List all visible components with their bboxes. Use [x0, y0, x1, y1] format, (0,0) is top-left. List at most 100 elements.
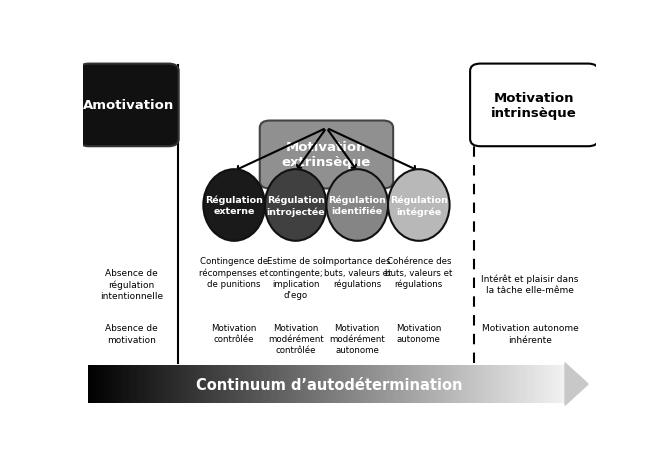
Bar [183, 365, 185, 404]
Bar [522, 365, 524, 404]
Bar [392, 365, 394, 404]
Bar [266, 365, 268, 404]
Bar [246, 365, 248, 404]
Bar [438, 365, 440, 404]
Bar [128, 365, 130, 404]
Bar [368, 365, 370, 404]
Bar [295, 365, 297, 404]
FancyBboxPatch shape [79, 64, 179, 147]
Bar [520, 365, 522, 404]
Bar [354, 365, 355, 404]
Bar [175, 365, 177, 404]
Bar [232, 365, 235, 404]
Bar [410, 365, 413, 404]
Bar [527, 365, 529, 404]
Bar [536, 365, 538, 404]
Bar [102, 365, 105, 404]
Bar [451, 365, 453, 404]
Bar [371, 365, 373, 404]
Bar [242, 365, 244, 404]
Bar [514, 365, 516, 404]
Bar [508, 365, 510, 404]
Bar [211, 365, 213, 404]
Bar [363, 365, 365, 404]
Text: Régulation
externe: Régulation externe [205, 195, 263, 216]
Bar [196, 365, 198, 404]
Bar [101, 365, 103, 404]
Bar [461, 365, 464, 404]
Bar [105, 365, 107, 404]
Bar [271, 365, 273, 404]
Bar [443, 365, 445, 404]
Bar [195, 365, 197, 404]
Bar [543, 365, 545, 404]
Bar [469, 365, 472, 404]
Bar [304, 365, 307, 404]
Bar [554, 365, 556, 404]
Bar [436, 365, 438, 404]
Bar [509, 365, 512, 404]
Bar [452, 365, 454, 404]
Bar [334, 365, 336, 404]
Bar [491, 365, 493, 404]
Text: Amotivation: Amotivation [83, 99, 175, 112]
Text: Cohérence des
buts, valeurs et
régulations: Cohérence des buts, valeurs et régulatio… [385, 257, 453, 288]
Bar [331, 365, 334, 404]
Bar [457, 365, 459, 404]
Bar [94, 365, 97, 404]
Bar [203, 365, 205, 404]
Bar [414, 365, 416, 404]
Bar [374, 365, 376, 404]
Bar [177, 365, 179, 404]
Bar [511, 365, 513, 404]
Bar [416, 365, 418, 404]
Bar [328, 365, 330, 404]
Bar [519, 365, 521, 404]
Bar [96, 365, 98, 404]
Bar [441, 365, 443, 404]
Bar [401, 365, 403, 404]
Bar [382, 365, 384, 404]
Bar [473, 365, 475, 404]
Bar [171, 365, 173, 404]
Text: Motivation
modérément
contrôlée: Motivation modérément contrôlée [268, 323, 324, 354]
Bar [538, 365, 540, 404]
Bar [544, 365, 546, 404]
Bar [484, 365, 486, 404]
Bar [306, 365, 308, 404]
Bar [258, 365, 260, 404]
Bar [552, 365, 554, 404]
Bar [285, 365, 287, 404]
Bar [344, 365, 346, 404]
Bar [492, 365, 494, 404]
Bar [325, 365, 327, 404]
Bar [126, 365, 128, 404]
Bar [212, 365, 214, 404]
Bar [280, 365, 283, 404]
Bar [264, 365, 267, 404]
Bar [112, 365, 114, 404]
Bar [275, 365, 277, 404]
Bar [115, 365, 117, 404]
Bar [314, 365, 316, 404]
Polygon shape [565, 363, 588, 406]
Text: Importance des
buts, valeurs et
régulations: Importance des buts, valeurs et régulati… [324, 257, 391, 288]
Bar [358, 365, 360, 404]
Bar [296, 365, 299, 404]
Bar [163, 365, 165, 404]
Bar [366, 365, 368, 404]
Bar [476, 365, 478, 404]
Bar [140, 365, 142, 404]
Bar [134, 365, 136, 404]
Bar [448, 365, 449, 404]
Bar [109, 365, 111, 404]
Bar [145, 365, 147, 404]
Bar [339, 365, 342, 404]
Bar [535, 365, 537, 404]
Bar [455, 365, 457, 404]
Bar [137, 365, 139, 404]
Bar [222, 365, 224, 404]
Bar [107, 365, 109, 404]
Bar [139, 365, 141, 404]
Bar [201, 365, 203, 404]
